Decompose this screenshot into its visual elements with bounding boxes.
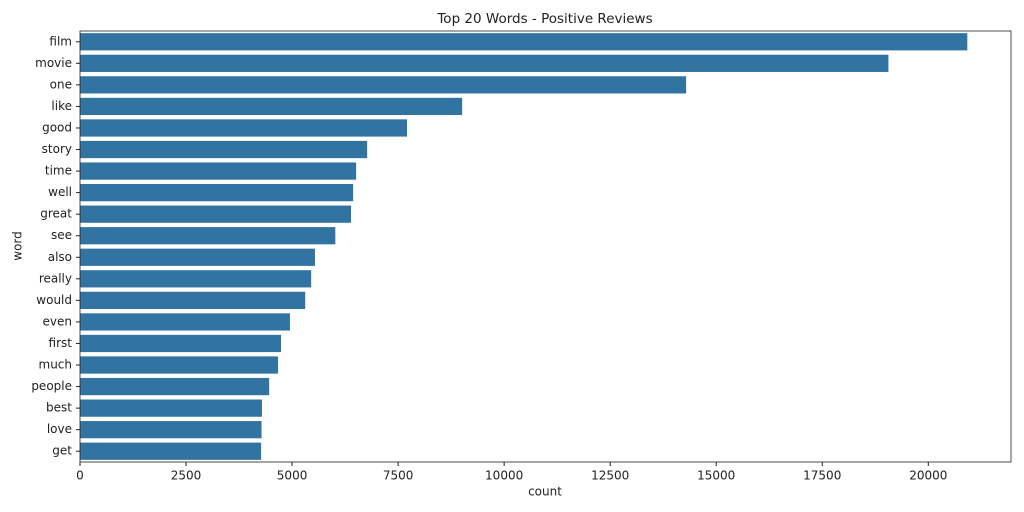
bar: [80, 313, 290, 331]
y-tick-label: also: [48, 250, 72, 264]
y-tick-label: one: [50, 77, 72, 91]
bar: [80, 162, 357, 180]
y-tick-label: even: [43, 314, 72, 328]
y-tick-label: good: [42, 120, 72, 134]
x-tick-label: 10000: [485, 469, 523, 483]
y-tick-label: see: [51, 228, 72, 242]
y-tick-label: would: [36, 293, 72, 307]
bar: [80, 291, 306, 309]
y-tick-label: well: [48, 185, 72, 199]
y-tick-label: love: [47, 422, 72, 436]
x-tick-label: 0: [76, 469, 84, 483]
bar: [80, 421, 262, 439]
y-tick-label: much: [39, 358, 73, 372]
y-tick-label: people: [31, 379, 72, 393]
bar: [80, 119, 408, 137]
x-tick-label: 2500: [171, 469, 202, 483]
x-tick-label: 12500: [591, 469, 629, 483]
bar: [80, 399, 262, 417]
y-tick-label: really: [39, 271, 72, 285]
bar: [80, 442, 262, 460]
y-tick-label: film: [49, 34, 72, 48]
y-axis-label: word: [11, 231, 25, 261]
plot-frame: [79, 30, 1012, 463]
bar: [80, 270, 312, 288]
y-tick-label: like: [51, 99, 72, 113]
y-tick-label: first: [49, 336, 73, 350]
x-tick-label: 17500: [803, 469, 841, 483]
bar: [80, 97, 463, 116]
y-tick-label: get: [52, 444, 72, 458]
y-tick-label: movie: [35, 56, 72, 70]
x-tick-label: 20000: [909, 469, 947, 483]
bar: [80, 76, 687, 94]
bar: [80, 334, 282, 353]
bar: [80, 140, 368, 159]
y-tick-label: great: [40, 207, 72, 221]
y-tick-label: time: [45, 164, 72, 178]
bar: [80, 54, 889, 72]
chart-title: Top 20 Words - Positive Reviews: [436, 11, 652, 27]
y-tick-label: story: [42, 142, 72, 156]
bar: [80, 356, 279, 374]
x-axis-label: count: [528, 485, 562, 499]
x-tick-label: 15000: [697, 469, 735, 483]
bar: [80, 205, 352, 223]
bar: [80, 227, 336, 245]
y-tick-label: best: [46, 401, 72, 415]
bar: [80, 377, 270, 396]
x-tick-label: 5000: [277, 469, 308, 483]
bar: [80, 33, 968, 51]
x-tick-label: 7500: [383, 469, 414, 483]
bar: [80, 248, 315, 266]
bar: [80, 184, 354, 202]
